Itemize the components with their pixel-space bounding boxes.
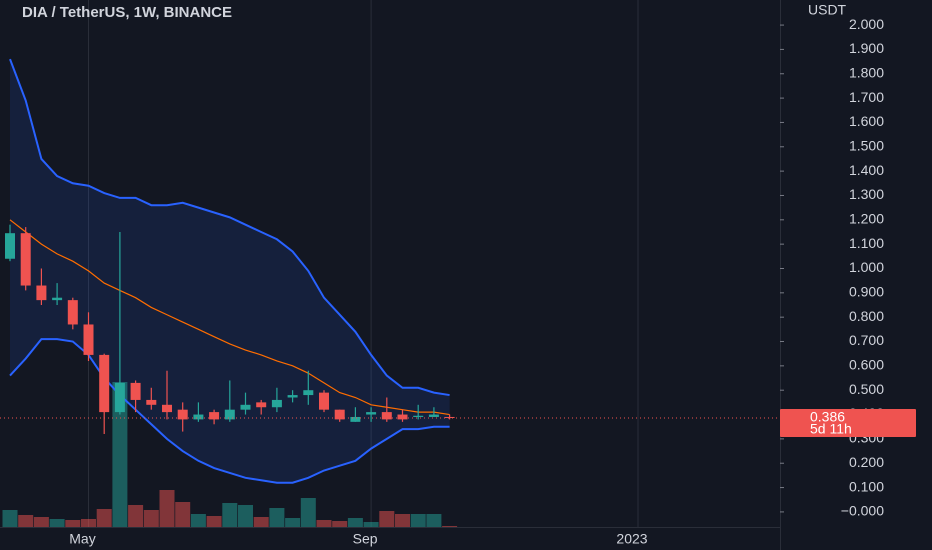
candle-body — [303, 390, 314, 396]
candle-body — [334, 409, 345, 420]
volume-bar — [159, 490, 175, 527]
volume-bar — [395, 514, 410, 527]
y-tick-label: 1.100 — [849, 235, 884, 251]
volume-bar — [410, 514, 426, 527]
y-tick-label: 1.700 — [849, 89, 884, 105]
volume-bar — [143, 510, 159, 527]
y-tick-label: 1.600 — [849, 113, 884, 129]
candle-body — [240, 404, 251, 410]
y-tick-label: 1.400 — [849, 162, 884, 178]
candle-body — [36, 285, 47, 301]
upper-band-line — [9, 58, 450, 397]
candle-body — [193, 414, 204, 420]
countdown-label: 5d 11h — [810, 421, 852, 437]
candle-body — [224, 409, 235, 420]
last-price-box — [780, 408, 916, 437]
x-tick-label: May — [69, 531, 95, 547]
candle-body — [444, 416, 455, 418]
candle-body — [114, 382, 125, 413]
volume-bar — [426, 514, 442, 527]
y-tick-label: 1.500 — [849, 137, 884, 153]
volume-bar — [347, 518, 363, 527]
y-tick-label: 0.900 — [849, 284, 884, 300]
y-tick-label: 1.300 — [849, 186, 884, 202]
volume-bar — [332, 521, 348, 527]
volume-bar — [379, 511, 395, 527]
candle-body — [428, 414, 439, 417]
candle-body — [162, 404, 172, 413]
candle-body — [381, 412, 392, 420]
candle-body — [366, 412, 377, 415]
volume-bar — [222, 503, 238, 527]
y-tick-label: 0.600 — [849, 357, 884, 373]
candle-body — [397, 414, 408, 420]
y-tick-label: 0.200 — [849, 454, 884, 470]
volume-bar — [269, 508, 285, 527]
volume-bar — [18, 515, 34, 527]
candle-body — [177, 409, 188, 420]
y-tick-label: 0.500 — [849, 381, 884, 397]
volume-bar — [363, 522, 379, 527]
y-tick-label: 0.700 — [849, 332, 884, 348]
volume-bar — [2, 510, 18, 527]
candle-body — [52, 297, 63, 301]
volume-bar — [206, 516, 222, 527]
candle-body — [99, 354, 110, 413]
volume-bar — [442, 526, 458, 527]
volume-bar — [300, 498, 316, 527]
x-tick-label: Sep — [353, 531, 378, 547]
candle-body — [20, 233, 31, 286]
volume-bar — [316, 520, 332, 527]
volume-bar — [128, 505, 144, 527]
y-tick-label: 2.000 — [849, 16, 884, 32]
y-tick-label: 1.000 — [849, 259, 884, 275]
x-tick-label: 2023 — [616, 531, 647, 547]
volume-bar — [175, 502, 191, 527]
candle-body — [319, 392, 329, 410]
y-tick-label: 0.800 — [849, 308, 884, 324]
candle-body — [413, 415, 424, 417]
y-axis-label: USDT — [808, 2, 847, 18]
candle-body — [256, 402, 267, 408]
candle-body — [209, 412, 220, 420]
plot — [0, 0, 780, 527]
y-tick-label: 1.200 — [849, 211, 884, 227]
y-tick-label: −0.000 — [841, 503, 884, 519]
volume-bar — [253, 517, 269, 527]
last-price-label: 0.386 — [810, 409, 845, 425]
volume-bar — [238, 505, 253, 527]
candle-body — [146, 399, 157, 405]
chart-title: DIA / TetherUS, 1W, BINANCE — [22, 4, 232, 21]
y-tick-label: 1.800 — [849, 64, 884, 80]
candle-body — [350, 416, 361, 422]
candle-body — [130, 382, 141, 400]
volume-bar — [190, 514, 206, 527]
volume-bar — [285, 518, 301, 527]
y-tick-label: 1.900 — [849, 40, 884, 56]
volume-bar — [96, 509, 112, 527]
lower-band-line — [9, 338, 450, 484]
volume-bar — [49, 519, 65, 527]
candle-body — [287, 395, 298, 398]
candle-body — [83, 324, 94, 355]
volume-bar — [33, 517, 49, 527]
candle-body — [67, 300, 78, 325]
basis-line — [9, 219, 450, 416]
candle-body — [271, 399, 282, 408]
volume-bar — [81, 519, 96, 527]
y-tick-label: 0.100 — [849, 478, 884, 494]
candle-body — [5, 233, 15, 259]
volume-bar — [65, 520, 81, 527]
